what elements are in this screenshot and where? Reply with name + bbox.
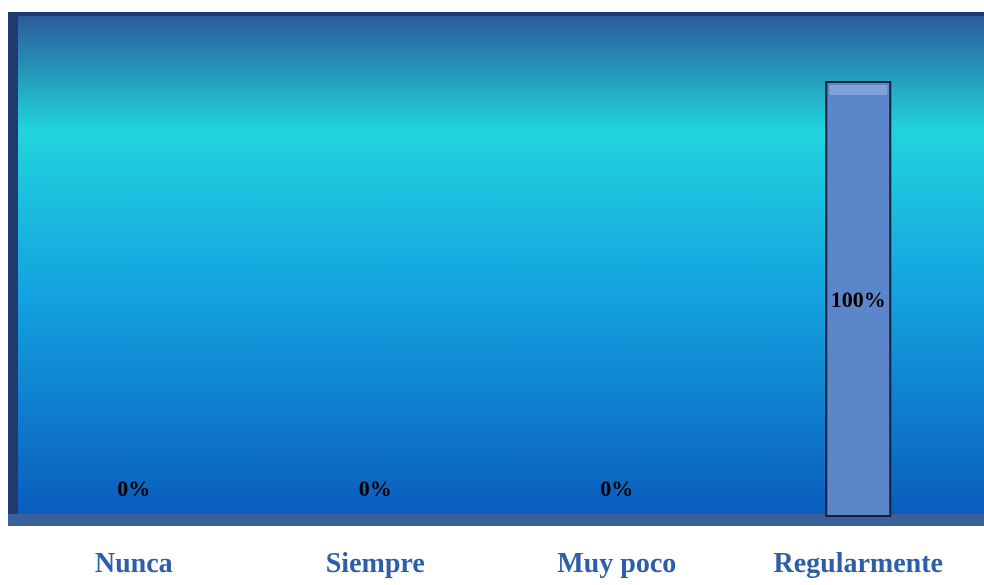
data-label-muy-poco: 0% [600, 476, 633, 501]
category-label-regularmente: Regularmente [773, 548, 943, 579]
bar-regularmente [825, 81, 892, 517]
category-label-siempre: Siempre [326, 548, 425, 579]
data-labels-layer: 0% 0% 0% 100% [117, 287, 886, 501]
data-label-siempre: 0% [359, 476, 392, 501]
category-label-nunca: Nunca [95, 548, 173, 579]
plot-floor [8, 514, 984, 526]
bar-bevel-regularmente [829, 85, 888, 95]
plot-background [18, 16, 984, 516]
category-labels-layer: Nunca Siempre Muy poco Regularmente [95, 548, 943, 579]
bars-layer [825, 81, 892, 517]
data-label-nunca: 0% [117, 476, 150, 501]
category-label-muy-poco: Muy poco [557, 548, 676, 579]
data-label-regularmente: 100% [831, 287, 886, 312]
